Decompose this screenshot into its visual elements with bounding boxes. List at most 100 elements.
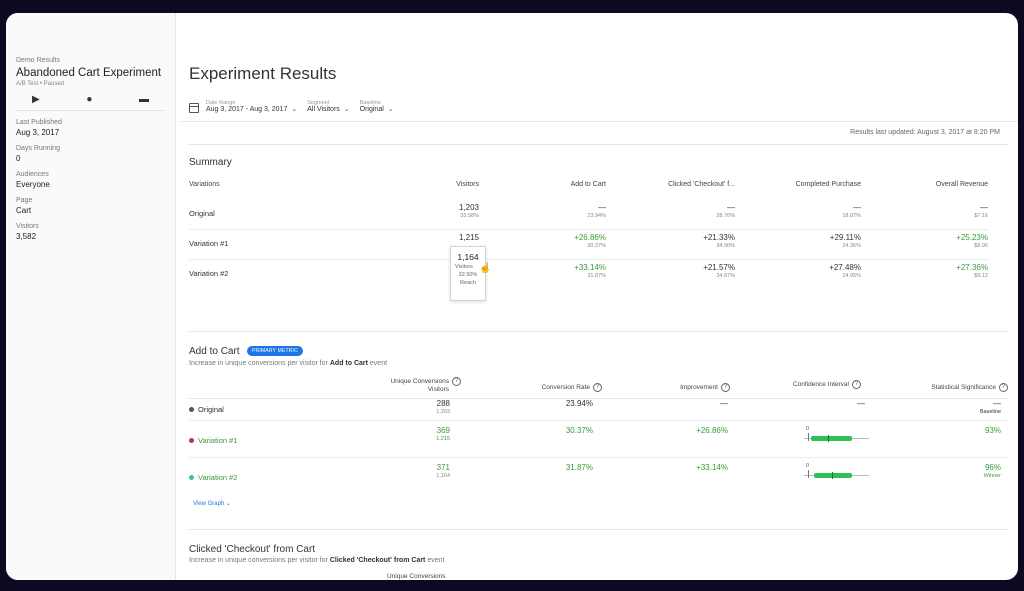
help-icon[interactable]: ? [999,383,1008,392]
table-row: Variation #2 371 1,164 31.87% +33.14% 0 9… [189,459,1008,489]
variation-dot [189,407,194,412]
metric-sub: 24.05% [842,273,861,279]
summary-header: Variations Visitors Add to Cart Clicked … [189,181,988,191]
metric-sub: 34.90% [716,243,735,249]
variation-dot [189,438,194,443]
table-row: Variation #2 +33.14% 31.87% +21.57% 34.97%… [189,260,988,290]
metric-cell: —18.87% [842,203,861,219]
col-visitors[interactable]: Visitors [456,181,479,188]
metric-cell: — $7.16 [974,203,988,219]
improvement-value: — [720,399,728,408]
metric-sub: $7.16 [974,213,988,219]
detail-label: Audiences [16,171,49,178]
help-icon[interactable]: ? [452,377,461,386]
col-label: Conversion Rate [541,384,590,392]
breadcrumb[interactable]: Demo Results [16,57,60,64]
metric-sub: 24.36% [842,243,861,249]
help-icon[interactable]: ? [593,383,602,392]
col-variations: Variations [189,181,220,188]
metric-cell: +27.36% $9.12 [956,263,988,279]
conversions-cell: 288 1,203 [436,399,450,415]
filter-label: Date Range [206,100,236,106]
variation-name[interactable]: Variation #1 [189,436,237,445]
filter-bar: Date Range Aug 3, 2017 - Aug 3, 2017 ⌄ S… [189,100,394,113]
segment-filter[interactable]: Segment All Visitors ⌄ [307,100,349,113]
help-icon[interactable]: ? [852,380,861,389]
baseline-filter[interactable]: Baseline Original ⌄ [360,100,394,113]
confidence-interval-graph: 0 [804,426,869,444]
desc-text: Increase in unique conversions per visit… [189,360,330,367]
col-statistical-significance[interactable]: Statistical Significance? [931,383,1008,392]
table-row: Variation #1 369 1,215 30.37% +26.86% 0 9… [189,422,1008,458]
play-icon[interactable]: ▶ [32,93,40,105]
desc-text: event [425,557,445,564]
ci-midpoint [828,435,829,442]
col-improvement[interactable]: Improvement? [680,383,730,392]
experiment-meta: A/B Test • Paused [16,81,65,87]
variation-name[interactable]: Variation #2 [189,473,237,482]
col-label: Improvement [680,384,718,392]
detail-label: Page [16,197,33,204]
col-clicked-checkout[interactable]: Clicked 'Checkout' f... [668,181,735,188]
variation-label[interactable]: Variation #2 [198,473,238,482]
divider [181,121,1018,122]
eye-icon[interactable]: ● [86,93,93,105]
variation-dot [189,475,194,480]
last-updated: Results last updated: August 3, 2017 at … [850,129,1000,136]
metric-value: +25.23% [956,233,988,242]
calendar-icon [189,103,199,113]
metric-value: — [980,203,988,212]
conversions-value: 369 [436,426,450,435]
date-range-filter[interactable]: Date Range Aug 3, 2017 - Aug 3, 2017 ⌄ [189,100,297,113]
filter-label: Baseline [359,100,381,106]
sidebar-details: Last Published Aug 3, 2017 Days Running … [16,119,165,241]
page-title: Experiment Results [189,64,337,83]
table-row: Variation #1 1,215 +26.86% 30.37% +21.33%… [189,230,988,260]
metric-cell: —23.94% [587,203,606,219]
col-conversion-rate[interactable]: Conversion Rate? [542,383,602,392]
col-unique-conversions[interactable]: Unique Conversions? Visitors [390,377,461,393]
main-content: Experiment Results Date Range Aug 3, 201… [181,13,1018,580]
variation-label[interactable]: Variation #1 [198,436,238,445]
col-overall-revenue[interactable]: Overall Revenue [935,181,988,188]
metric-sub: 28.76% [716,213,735,219]
visitors-value: 1,203 [436,409,450,415]
metric-cell: +29.11% 24.36% [830,233,861,249]
metric-sub: 18.87% [842,213,861,219]
confidence-interval-graph: 0 [804,463,869,481]
detail-value: 0 [16,154,21,163]
help-icon[interactable]: ? [721,383,730,392]
metric-value: +33.14% [574,263,606,272]
divider [189,144,1008,145]
col-completed-purchase[interactable]: Completed Purchase [795,181,861,188]
col-unique-conversions[interactable]: Unique Conversions [387,573,446,580]
visitors-value: 1,215 [458,233,479,242]
col-sublabel: Visitors [427,386,449,393]
detail-value: Everyone [16,180,50,189]
divider [189,529,1008,530]
improvement-value: +26.86% [696,426,728,435]
add-to-cart-header: Unique Conversions? Visitors Conversion … [189,375,1008,399]
visitors-value: 1,203 [458,203,479,212]
ci-zero-label: 0 [806,426,810,432]
archive-icon[interactable]: ▬ [139,93,149,105]
metric-value: — [598,203,606,212]
ci-zero-label: 0 [806,463,810,469]
view-graph-link[interactable]: View Graph ⌄ [193,500,231,507]
row-name: Original [189,209,215,218]
view-graph-label[interactable]: View Graph [193,501,225,507]
conversion-rate: 23.94% [565,399,593,408]
col-confidence-interval[interactable]: Confidence Interval? [793,380,861,389]
detail-value: Aug 3, 2017 [16,128,60,137]
metric-value: +27.48% [829,263,861,272]
detail-value: 3,582 [16,232,37,241]
significance-cell: 96% Winner [984,463,1001,479]
visitors-value: 1,215 [436,436,450,442]
col-add-to-cart[interactable]: Add to Cart [570,181,606,188]
metric-value: +21.33% [703,233,735,242]
metric-cell: +27.48% 24.05% [829,263,861,279]
metric-cell: +21.57% 34.97% [703,263,735,279]
metric-sub: 23.94% [587,213,606,219]
metric-cell: +33.14% 31.87% [574,263,606,279]
metric-cell: —28.76% [716,203,735,219]
